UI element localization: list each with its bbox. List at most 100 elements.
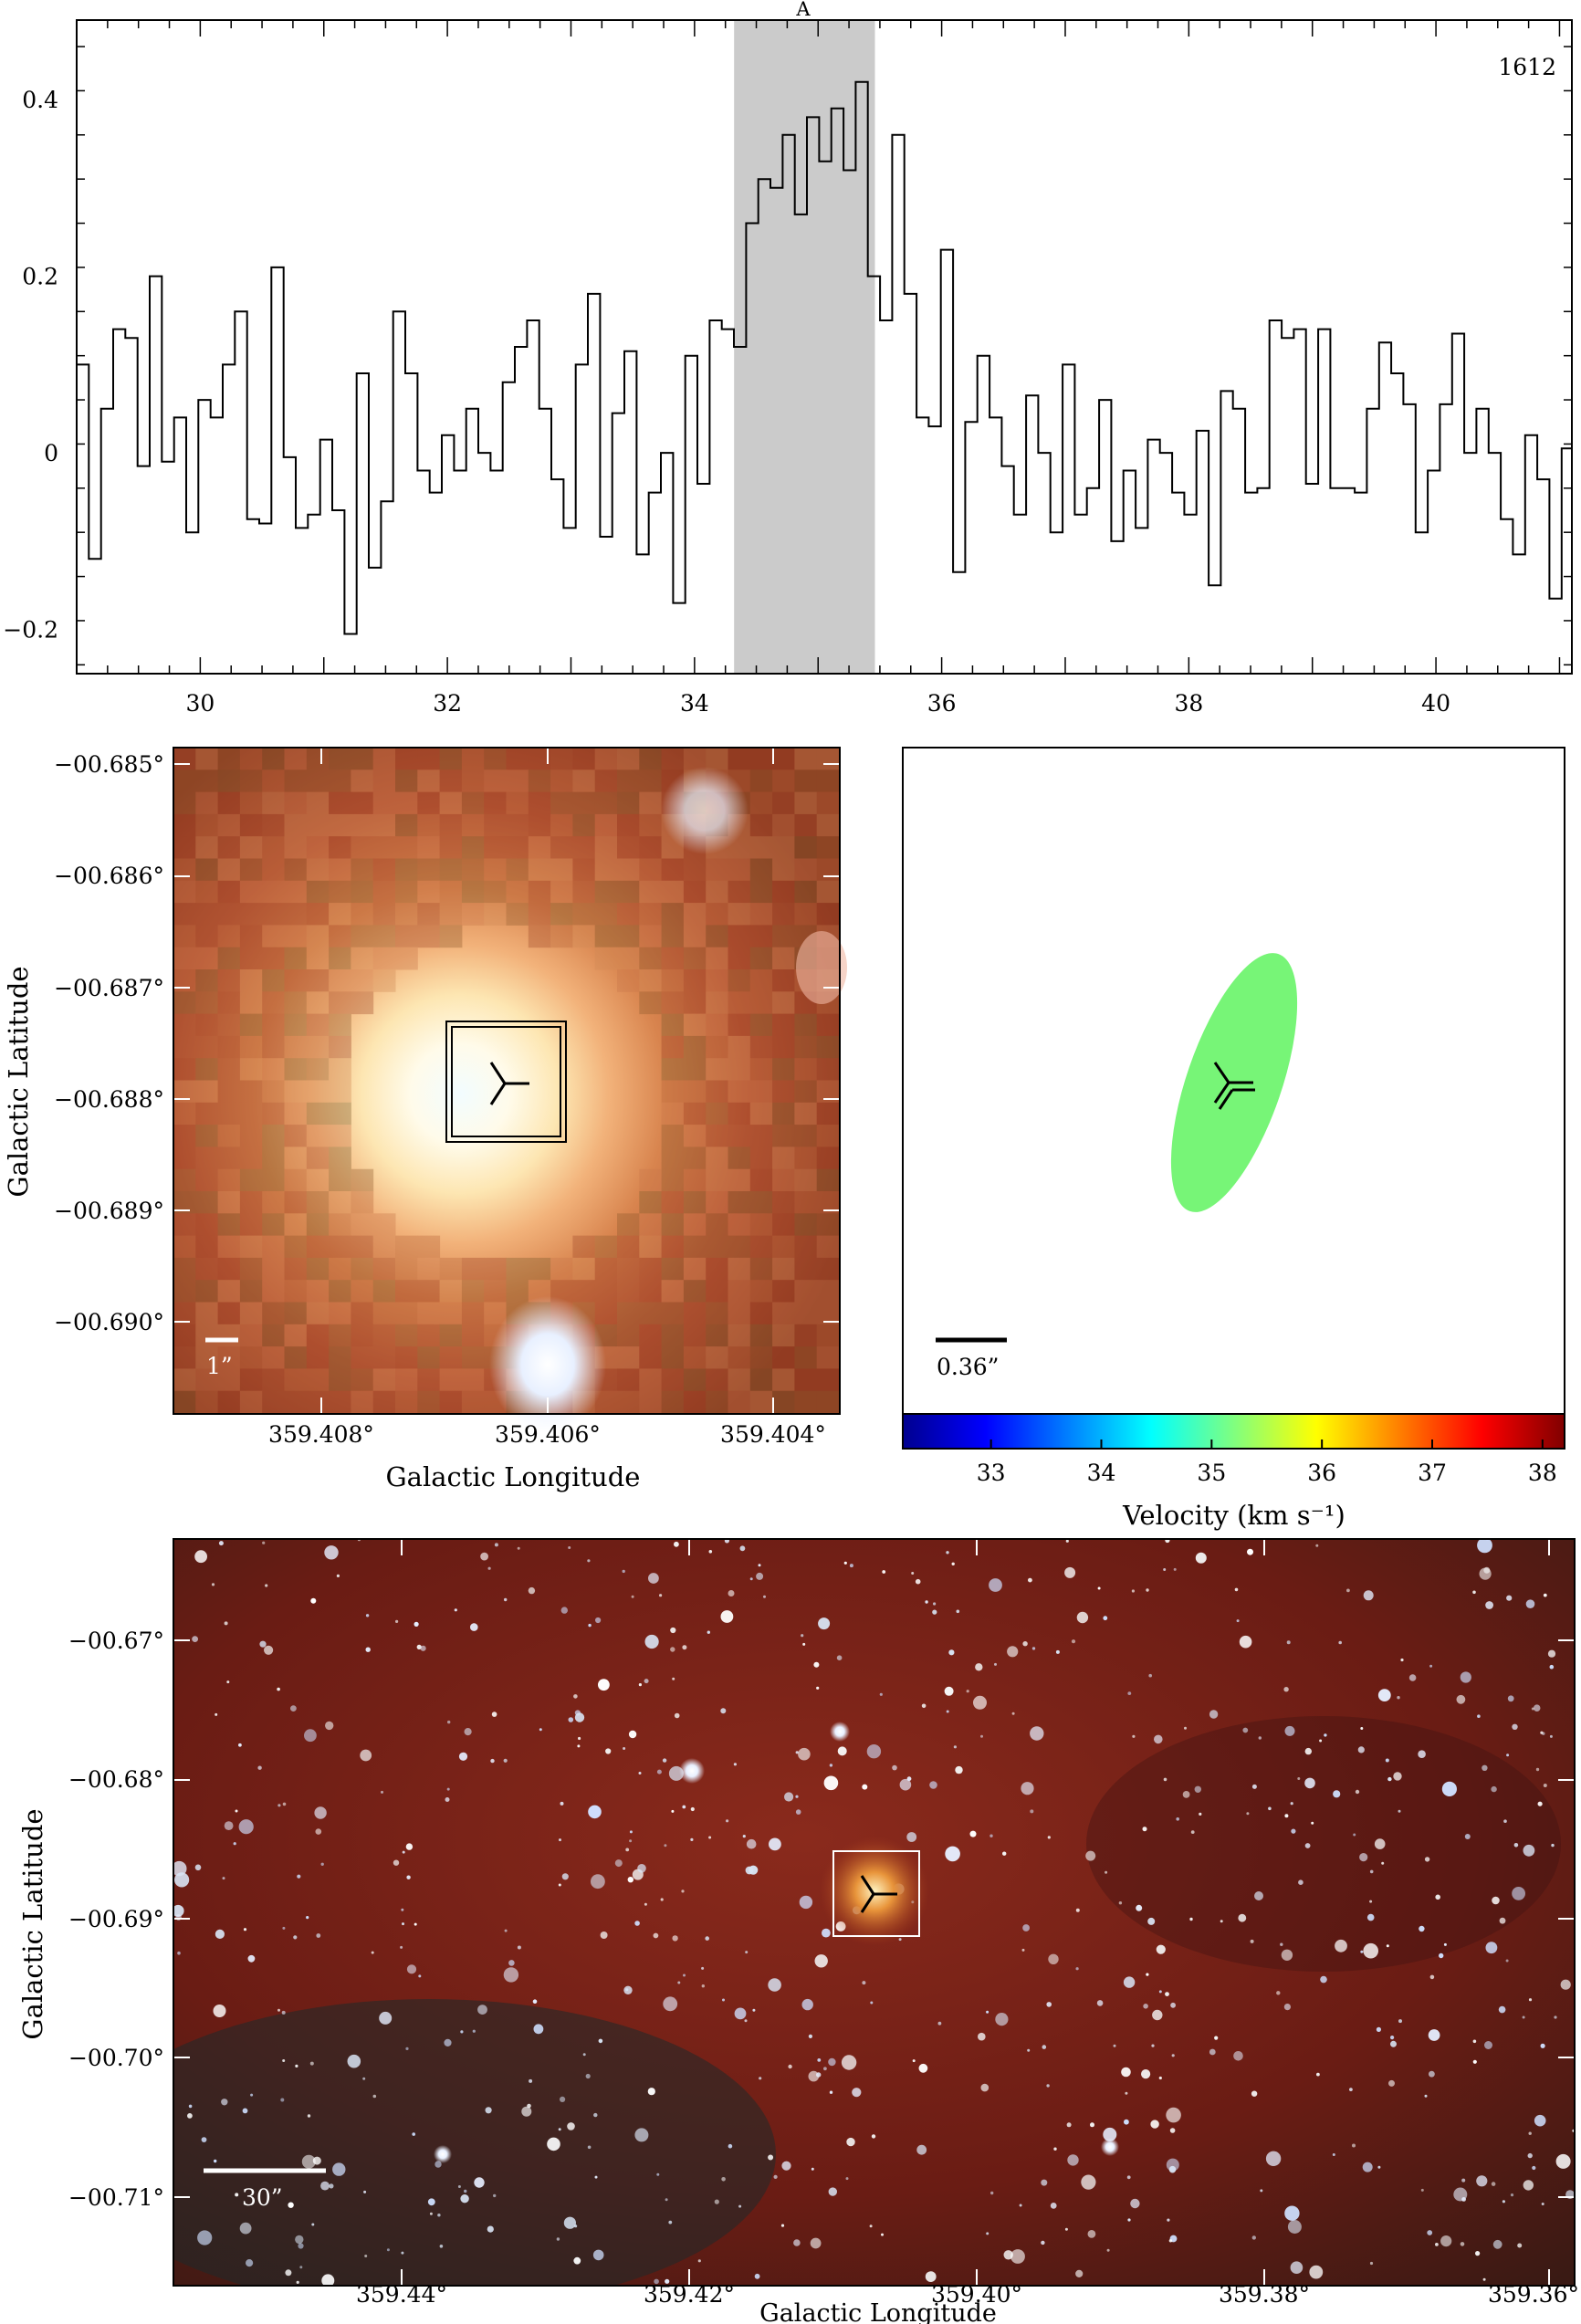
zoom-pixel [395,1280,418,1303]
zoom-pixel [239,1125,263,1147]
zoom-pixel [484,880,507,904]
zoom-pixel [594,880,618,904]
star [980,2083,989,2092]
star [224,1621,228,1626]
zoom-pixel [683,1346,707,1369]
zoom-pixel [284,791,308,815]
zoom-pixel [351,836,374,859]
star [262,1541,266,1544]
star [487,1566,491,1570]
zoom-pixel [173,1146,196,1170]
colorbar-tick-label: 37 [1418,1460,1447,1486]
zoom-pixel [706,1191,728,1214]
zoom-pixel [262,748,285,770]
star [416,1644,422,1649]
star [307,2114,311,2118]
star [402,1850,405,1854]
zoom-pixel [772,903,795,926]
zoom-pixel [329,813,351,837]
star [1041,2179,1048,2186]
zoom-pixel [617,858,640,882]
zoom-pixel [572,836,596,859]
zoom-pixel [506,880,529,904]
star [670,1647,675,1652]
star [871,2134,876,2139]
zoom-pixel [239,1035,263,1059]
zoom-pixel [728,1324,751,1347]
zoom-pixel [239,1146,263,1170]
zoom-frame [173,747,841,1415]
zoom-pixel [417,1235,441,1259]
zoom-pixel [173,947,196,970]
zoom-pixel [772,1280,795,1303]
zoom-pixel [439,1346,463,1369]
star [1533,1704,1541,1712]
zoom-source-box-outer [445,1021,567,1143]
star [1031,1647,1036,1650]
star [1523,1844,1535,1857]
zoom-pixel [395,748,418,770]
zoom-pixel [794,858,818,882]
zoom-pixel [173,925,196,948]
star [321,2274,335,2286]
zoom-pixel [816,1346,840,1369]
zoom-pixel [329,858,351,882]
zoom-pixel [617,813,640,837]
zoom-pixel [772,1257,795,1281]
zoom-pixel [284,748,308,770]
zoom-pixel [683,748,707,770]
spectrum-series-line [77,80,1572,635]
star [1075,1967,1079,1971]
star [1491,2182,1496,2186]
zoom-pixel [816,1013,840,1037]
zoom-pixel [439,836,463,859]
zoom-pixel [639,836,663,859]
zoom-pixel [772,1146,795,1170]
star [1151,2044,1155,2047]
zoom-pixel [173,1013,196,1037]
zoom-pixel [683,1080,707,1104]
zoom-pixel [351,1235,374,1259]
zoom-pixel [329,1324,351,1347]
star [660,1898,664,1901]
star [306,1916,309,1920]
star [593,2112,598,2118]
zoom-pixel [195,1102,219,1125]
zoom-pixel [794,1390,818,1414]
star [841,2055,857,2070]
star [1435,1894,1440,1900]
star [347,2054,361,2068]
zoom-pixel [217,1035,241,1059]
star [1532,2165,1536,2171]
zoom-pixel [816,791,840,815]
star [470,1623,478,1631]
zoom-pixel [550,858,573,882]
zoom-pixel [217,1146,241,1170]
zoom-pixel [594,748,618,770]
zoom-pixel [439,858,463,882]
star [1309,2265,1324,2279]
zoom-pixel [506,858,529,882]
zoom-pixel [217,1125,241,1147]
star [1168,2239,1173,2243]
star [906,1832,917,1842]
star [916,2144,927,2155]
zoom-pixel [217,1080,241,1104]
zoom-pixel [794,1257,818,1281]
star [682,1805,686,1809]
zoom-pixel [728,1302,751,1325]
zoom-pixel [772,1368,795,1392]
zoom-pixel [772,1125,795,1147]
wide-xtick-3: 359.38° [1219,2281,1310,2308]
zoom-pixel [706,880,728,904]
zoom-ticks [173,748,840,1414]
star [906,1776,912,1782]
star [1147,1917,1156,1925]
zoom-pixel [683,1235,707,1259]
zoom-pixel [417,1280,441,1303]
star [1125,2091,1128,2095]
star [654,2278,659,2285]
zoom-pixel [239,1280,263,1303]
zoom-pixel [239,925,263,948]
zoom-pixel [772,769,795,793]
